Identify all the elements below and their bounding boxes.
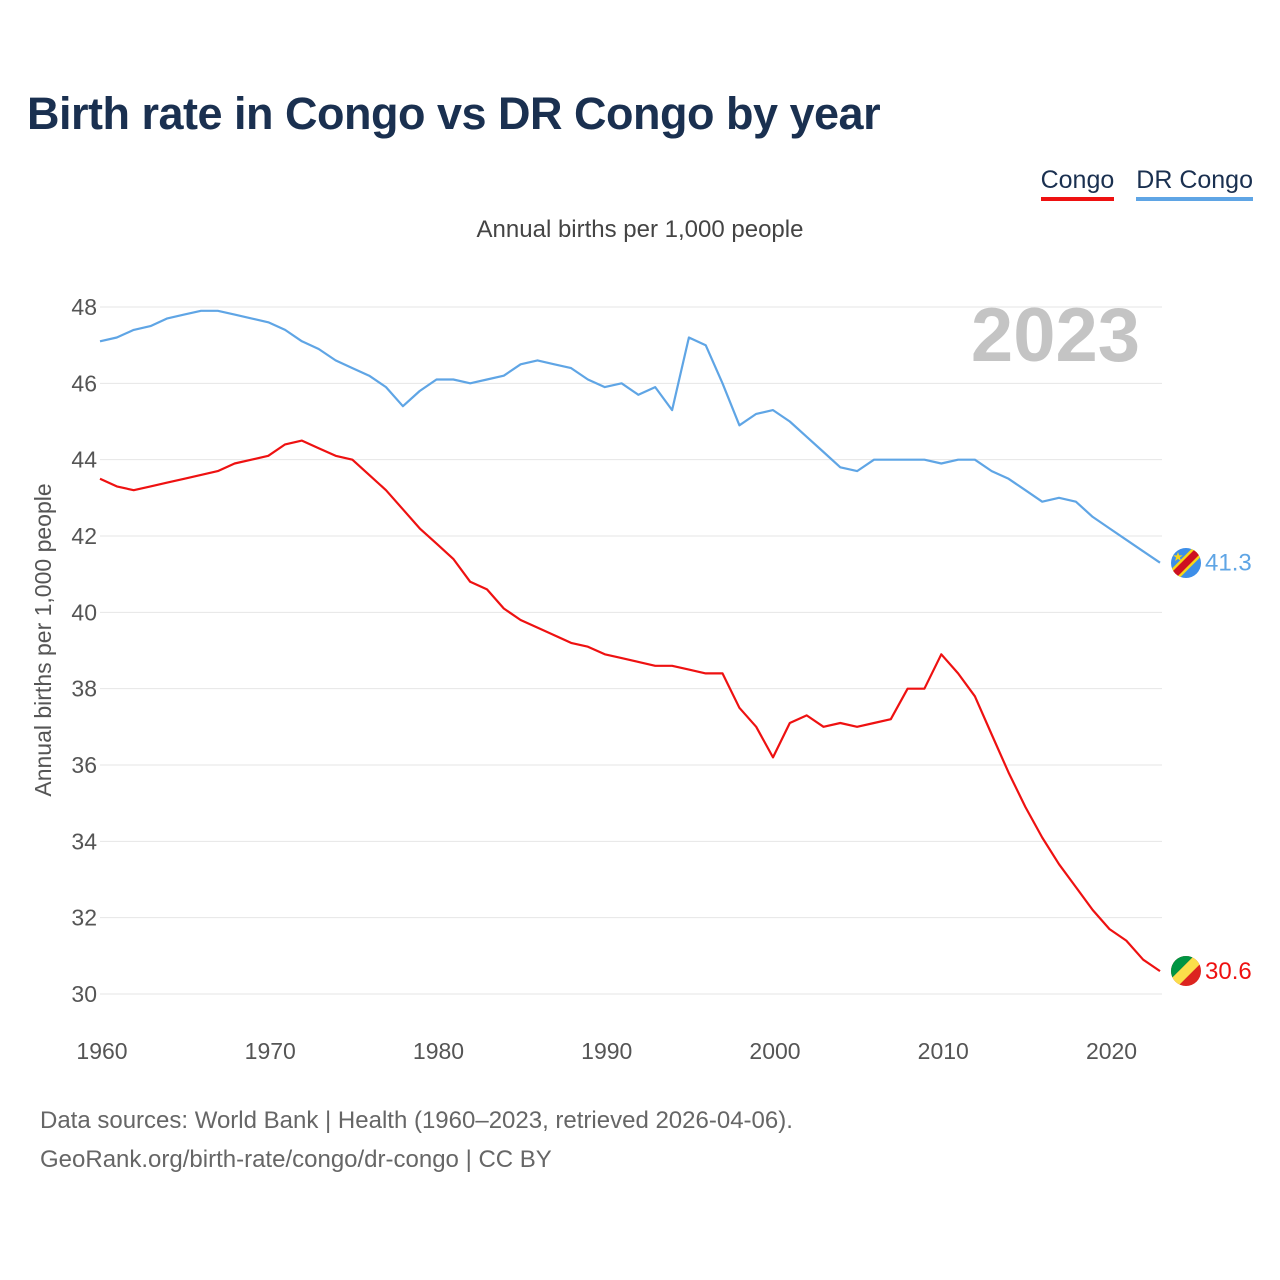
year-watermark: 2023 [971,293,1140,378]
series-layer: 30.6 41.3 [99,309,1252,985]
congo-flag-icon [1171,956,1201,986]
end-value-label-dr-congo: 41.3 [1205,550,1252,577]
chart-subtitle: Annual births per 1,000 people [476,216,804,243]
dr-congo-flag-icon [1171,548,1201,578]
grid-lines [100,306,1162,995]
x-tick-label: 2000 [749,1038,800,1064]
footer-credit: GeoRank.org/birth-rate/congo/dr-congo | … [40,1146,552,1173]
end-value-label-congo: 30.6 [1205,958,1252,985]
series-line-congo [99,439,1161,973]
legend-item-dr-congo[interactable]: DR Congo [1136,166,1253,201]
y-tick-label: 48 [71,294,97,320]
y-tick-label: 40 [71,599,97,625]
y-tick-label: 34 [71,828,97,854]
x-tick-label: 1960 [76,1038,127,1064]
footer-sources: Data sources: World Bank | Health (1960–… [40,1107,793,1134]
legend-item-congo[interactable]: Congo [1040,166,1115,201]
line-chart: 30 32 34 36 38 40 42 44 46 48 1960 1970 1980 1990 200… [30,293,1252,1064]
x-tick-label: 1990 [581,1038,632,1064]
y-tick-label: 38 [71,676,97,702]
x-tick-label: 2020 [1086,1038,1137,1064]
y-axis: 30 32 34 36 38 40 42 44 46 48 [71,294,97,1007]
x-tick-label: 1980 [413,1038,464,1064]
x-axis: 1960 1970 1980 1990 2000 2010 2020 [76,1038,1137,1064]
y-tick-label: 30 [71,981,97,1007]
y-tick-label: 32 [71,905,97,931]
chart-title: Birth rate in Congo vs DR Congo by year [27,88,881,139]
y-tick-label: 46 [71,370,97,396]
y-tick-label: 44 [71,447,97,473]
legend: Congo DR Congo [1040,166,1253,201]
series-line-dr-congo [99,309,1161,564]
y-axis-title: Annual births per 1,000 people [30,483,56,796]
y-tick-label: 36 [71,752,97,778]
x-tick-label: 2010 [918,1038,969,1064]
x-tick-label: 1970 [245,1038,296,1064]
y-tick-label: 42 [71,523,97,549]
